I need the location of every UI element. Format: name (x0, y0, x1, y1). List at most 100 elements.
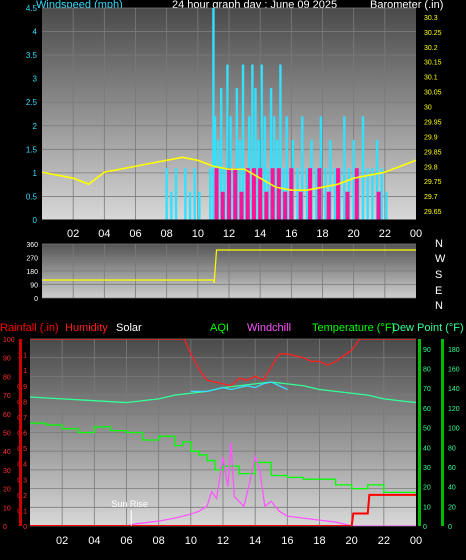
x-tick-label: 06 (129, 228, 141, 240)
x-tick-label: 08 (153, 535, 165, 547)
temperature-tick-label: 0 (423, 524, 427, 531)
barometer-tick-label: 29.95 (424, 119, 442, 126)
direction-plot-grid (42, 243, 416, 299)
windspeed-bar (375, 139, 379, 220)
windspeed-bar (385, 191, 388, 220)
windspeed-bar (329, 139, 332, 220)
barometer-tick-label: 29.8 (424, 164, 438, 171)
rain-tick-label: 0 (23, 524, 27, 531)
windspeed-bar (212, 8, 215, 220)
solar-tick-label: 20 (448, 504, 456, 511)
solar-tick-label: 100 (448, 426, 460, 433)
windspeed-bar (226, 64, 229, 220)
rain-tick-label: 0.2 (17, 493, 27, 500)
compass-label: W (435, 253, 446, 265)
x-tick-label: 04 (88, 535, 100, 547)
percent-tick-label: 70 (3, 393, 11, 400)
windspeed-bar (352, 139, 355, 220)
wind-tick-label: 1.5 (26, 145, 38, 154)
windspeed-bar (193, 168, 196, 220)
barometer-tick-label: 29.75 (424, 179, 442, 186)
windspeed-bar (198, 191, 201, 220)
barometer-tick-label: 30.2 (424, 45, 438, 52)
legend-entry: AQI (210, 322, 229, 334)
windspeed-bar (220, 88, 223, 220)
direction-tick-label: 90 (30, 283, 38, 290)
direction-tick-label: 360 (26, 242, 38, 249)
percent-tick-label: 40 (3, 449, 11, 456)
percent-tick-label: 90 (3, 356, 11, 363)
windspeed-bar (174, 168, 178, 220)
temperature-tick-label: 90 (423, 347, 431, 354)
solar-tick-label: 180 (448, 347, 460, 354)
wind-tick-label: 0.5 (26, 192, 38, 201)
x-tick-label: 08 (161, 228, 173, 240)
solar-line (30, 442, 416, 526)
temperature-tick-label: 10 (423, 504, 431, 511)
rain-tick-label: 0.5 (17, 446, 27, 453)
gust-bar (289, 168, 294, 220)
windspeed-bar (285, 116, 288, 220)
legend-entry: Temperature (°F) (312, 322, 395, 334)
barometer-tick-label: 30.25 (424, 30, 442, 37)
gust-bar (214, 168, 219, 220)
gust-bar (283, 191, 288, 220)
x-tick-label: 16 (285, 228, 297, 240)
gust-bar (326, 191, 331, 220)
windspeed-bar (361, 116, 365, 220)
temperature-tick-label: 70 (423, 386, 431, 393)
windspeed-bar (343, 116, 346, 220)
legend-entry: Humidity (65, 322, 108, 334)
windspeed-bar (279, 64, 282, 220)
rain-tick-label: 0.7 (17, 415, 27, 422)
x-tick-label: 10 (192, 228, 204, 240)
x-tick-label: 02 (56, 535, 68, 547)
rain-tick-label: 0.9 (17, 384, 27, 391)
solar-tick-label: 40 (448, 485, 456, 492)
windspeed-bar (251, 64, 254, 220)
wind-tick-label: 3.5 (26, 51, 38, 60)
windspeed-bar (241, 64, 245, 220)
windspeed-bar (305, 168, 309, 220)
rain-tick-label: 0.1 (17, 508, 27, 515)
windspeed-axis-title: Windspeed (mph) (36, 0, 123, 11)
percent-tick-label: 50 (3, 431, 11, 438)
percent-tick-label: 80 (3, 374, 11, 381)
gust-bar (227, 168, 231, 220)
gust-bar (276, 168, 281, 220)
temperature-axis-bar (418, 339, 421, 526)
percent-tick-label: 30 (3, 468, 11, 475)
barometer-tick-label: 30.1 (424, 75, 438, 82)
solar-tick-label: 0 (448, 524, 452, 531)
aqi-line (30, 422, 416, 497)
direction-tick-label: 0 (34, 296, 38, 303)
windspeed-bar (188, 191, 192, 220)
multi-plot-axes: 010203040506070809010000.10.20.30.40.50.… (3, 337, 460, 547)
legend-entry: Solar (116, 322, 142, 334)
windspeed-bar (324, 168, 327, 220)
sunrise-label: Sun Rise (111, 499, 148, 509)
barometer-tick-label: 29.85 (424, 149, 442, 156)
legend-entry: Rainfall (.in) (0, 322, 59, 334)
windspeed-bar (315, 168, 318, 220)
x-tick-label: 12 (217, 535, 229, 547)
x-tick-label: 02 (67, 228, 79, 240)
percent-tick-label: 100 (3, 337, 15, 344)
windspeed-bar (371, 168, 374, 220)
barometer-axis-title: Barometer (.in) (370, 0, 443, 11)
windspeed-bar (260, 64, 263, 220)
windspeed-bar (238, 139, 242, 220)
gust-bar (251, 168, 256, 220)
compass-label: N (435, 238, 443, 250)
gust-bar (376, 191, 381, 220)
solar-tick-label: 60 (448, 465, 456, 472)
temperature-tick-label: 40 (423, 445, 431, 452)
percent-tick-label: 10 (3, 505, 11, 512)
solar-tick-label: 140 (448, 386, 460, 393)
wind-tick-label: 2 (33, 122, 38, 131)
barometer-tick-label: 30.3 (424, 15, 438, 22)
barometer-tick-label: 30.05 (424, 90, 442, 97)
compass-label: N (435, 300, 443, 312)
solar-tick-label: 80 (448, 445, 456, 452)
